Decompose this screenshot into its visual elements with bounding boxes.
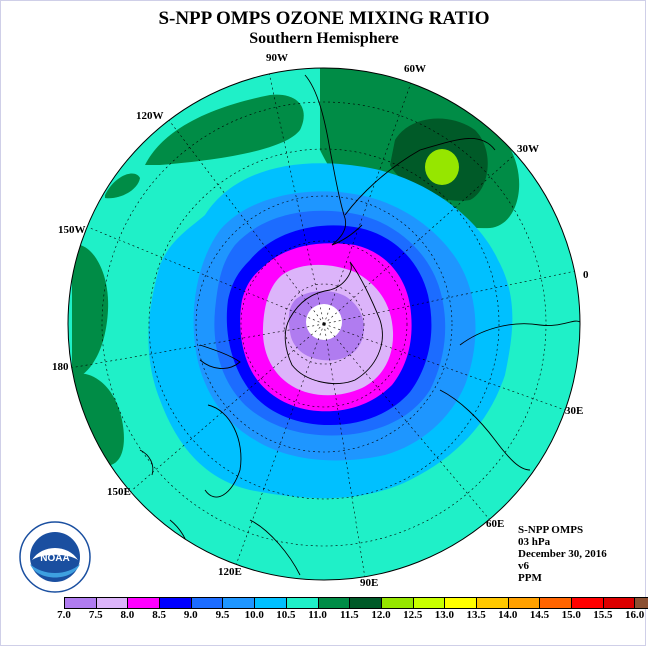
page-title: S-NPP OMPS OZONE MIXING RATIO: [158, 8, 490, 29]
info-version: v6: [518, 560, 529, 572]
colorbar-tick-label: 12.0: [371, 609, 391, 621]
colorbar-tick-label: 9.5: [215, 609, 230, 621]
pole-hole: [306, 304, 342, 340]
colorbar-swatch: [160, 598, 192, 608]
colorbar-swatch: [445, 598, 477, 608]
colorbar-tick-label: 12.5: [403, 609, 423, 621]
graticule: [69, 68, 580, 579]
lon-label-30w: 30W: [517, 143, 539, 155]
colorbar-tick-label: 13.0: [434, 609, 455, 621]
colorbar-tick-label: 7.0: [57, 609, 71, 621]
lon-label-180: 180: [52, 361, 69, 373]
colorbar-swatch: [381, 598, 414, 608]
lon-label-90e: 90E: [360, 577, 379, 589]
noaa-logo: NOAA: [19, 521, 91, 593]
colorbar-swatch: [540, 598, 572, 608]
colorbar-tick-label: 8.5: [152, 609, 166, 621]
colorbar-swatch: [413, 598, 446, 608]
lon-label-150e: 150E: [107, 486, 131, 498]
colorbar-swatch: [350, 598, 382, 608]
info-instrument: S-NPP OMPS: [518, 524, 584, 536]
map-outline: [67, 67, 581, 581]
lon-label-150w: 150W: [58, 224, 86, 236]
colorbar-swatch: [603, 598, 636, 608]
colorbar-tick-label: 9.0: [183, 609, 198, 621]
lon-label-90w: 90W: [266, 52, 288, 64]
colorbar-tick-label: 15.5: [593, 609, 613, 621]
info-block: S-NPP OMPS 03 hPa December 30, 2016 v6 P…: [518, 524, 607, 584]
colorbar-swatch: [191, 598, 224, 608]
colorbar-swatch: [223, 598, 256, 608]
colorbar-labels: 7.0 7.5 8.0 8.5 9.0 9.5 10.0 10.5 11.0 11.5 12.0 12…: [0, 609, 648, 623]
colorbar-tick-label: 13.5: [466, 609, 486, 621]
colorbar-swatch: [476, 598, 509, 608]
colorbar-tick-label: 11.0: [308, 609, 327, 621]
lon-label-30e: 30E: [565, 405, 584, 417]
info-units: PPM: [518, 572, 542, 584]
colorbar-tick-label: 8.0: [120, 609, 135, 621]
lon-label-0: 0: [583, 269, 589, 281]
colorbar-swatch: [318, 598, 351, 608]
ozone-band-11-0-lobe-west: [145, 94, 304, 165]
colorbar-swatch: [128, 598, 161, 608]
ozone-band-12-0-max: [425, 149, 459, 185]
colorbar-tick-label: 14.5: [529, 609, 550, 621]
colorbar-swatch: [635, 598, 648, 608]
info-date: December 30, 2016: [518, 548, 607, 560]
ozone-band-11-0-lobe-southwest: [72, 373, 124, 466]
colorbar-tick-label: 16.0: [624, 609, 645, 621]
colorbar-tick-label: 10.0: [244, 609, 264, 621]
colorbar-swatch: [65, 598, 97, 608]
colorbar-tick-label: 7.5: [88, 609, 103, 621]
lon-label-60e: 60E: [486, 518, 505, 530]
ozone-band-11-0-lobe-left: [72, 244, 109, 380]
lon-label-60w: 60W: [404, 63, 426, 75]
noaa-logo-text: NOAA: [40, 553, 69, 564]
lon-label-120w: 120W: [136, 110, 164, 122]
ozone-field: [68, 68, 580, 580]
colorbar-swatch: [255, 598, 287, 608]
colorbar-swatch: [286, 598, 319, 608]
info-level: 03 hPa: [518, 536, 551, 548]
colorbar-swatch: [96, 598, 129, 608]
page-subtitle: Southern Hemisphere: [249, 30, 399, 47]
coastlines: [139, 74, 580, 576]
colorbar-swatch: [508, 598, 541, 608]
colorbar-tick-label: 10.5: [276, 609, 296, 621]
colorbar-tick-label: 15.0: [561, 609, 581, 621]
lon-label-120e: 120E: [218, 566, 242, 578]
colorbar-tick-label: 14.0: [498, 609, 518, 621]
ozone-band-11-0-lobe-west2: [105, 173, 140, 199]
colorbar-tick-label: 11.5: [339, 609, 359, 621]
colorbar: [64, 597, 648, 609]
colorbar-swatch: [572, 598, 604, 608]
